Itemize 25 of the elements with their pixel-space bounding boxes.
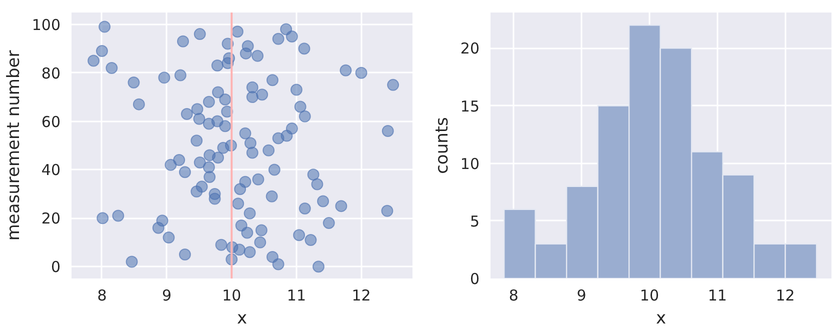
- y-tick-label: 5: [470, 212, 480, 230]
- y-tick-label: 80: [41, 64, 61, 82]
- x-tick-label: 11: [286, 286, 306, 304]
- x-tick-label: 8: [97, 286, 107, 304]
- x-tick-label: 9: [162, 286, 172, 304]
- x-tick-label: 12: [776, 286, 795, 304]
- y-tick-label: 15: [460, 97, 480, 116]
- x-tick-label: 12: [352, 286, 371, 304]
- x-axis-title: x: [236, 308, 248, 328]
- x-tick-label: 8: [508, 286, 518, 304]
- x-tick-label: 10: [222, 286, 242, 304]
- y-tick-label: 0: [470, 270, 480, 288]
- y-tick-label: 100: [32, 16, 61, 34]
- y-tick-label: 60: [41, 112, 61, 131]
- y-tick-label: 20: [460, 40, 480, 58]
- y-tick-label: 40: [41, 161, 61, 180]
- y-axis-title: measurement number: [4, 50, 24, 241]
- y-tick-label: 0: [50, 258, 61, 276]
- y-tick-label: 10: [460, 154, 480, 173]
- x-tick-label: 11: [708, 286, 727, 304]
- y-axis-title: counts: [432, 116, 452, 174]
- y-tick-label: 20: [41, 210, 61, 228]
- x-tick-label: 9: [576, 286, 586, 304]
- x-axis-title: x: [656, 308, 666, 328]
- x-tick-label: 10: [640, 286, 660, 304]
